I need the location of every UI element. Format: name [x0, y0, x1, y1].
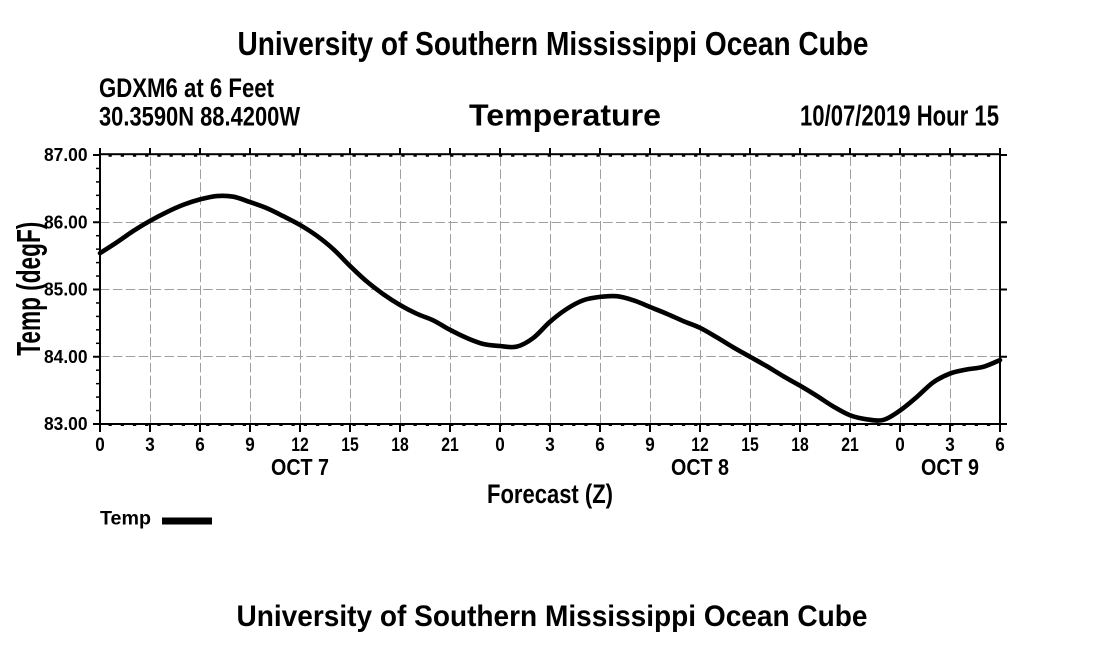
svg-text:86.00: 86.00	[44, 212, 88, 232]
svg-text:83.00: 83.00	[44, 414, 88, 434]
svg-text:9: 9	[245, 435, 255, 456]
svg-text:15: 15	[341, 435, 359, 456]
svg-text:18: 18	[391, 435, 409, 456]
svg-text:12: 12	[691, 435, 709, 456]
svg-text:Temp: Temp	[100, 509, 151, 530]
svg-text:85.00: 85.00	[44, 280, 88, 300]
svg-text:OCT 8: OCT 8	[671, 454, 729, 480]
svg-text:6: 6	[995, 435, 1005, 456]
svg-text:9: 9	[645, 435, 655, 456]
svg-text:0: 0	[895, 435, 905, 456]
svg-text:OCT 7: OCT 7	[271, 454, 329, 480]
svg-text:3: 3	[945, 435, 955, 456]
svg-text:21: 21	[841, 435, 859, 456]
svg-text:3: 3	[545, 435, 555, 456]
svg-text:21: 21	[441, 435, 459, 456]
svg-text:6: 6	[595, 435, 605, 456]
svg-text:15: 15	[741, 435, 759, 456]
svg-text:University of Southern Mississ: University of Southern Mississippi Ocean…	[238, 25, 869, 62]
svg-text:GDXM6 at 6 Feet: GDXM6 at 6 Feet	[99, 73, 274, 103]
svg-text:0: 0	[495, 435, 505, 456]
svg-text:Forecast (Z): Forecast (Z)	[487, 479, 613, 509]
svg-text:30.3590N 88.4200W: 30.3590N 88.4200W	[99, 102, 300, 132]
svg-text:87.00: 87.00	[44, 145, 88, 165]
svg-text:18: 18	[791, 435, 809, 456]
svg-text:Temp (degF): Temp (degF)	[10, 222, 47, 356]
svg-text:3: 3	[145, 435, 155, 456]
svg-text:6: 6	[195, 435, 205, 456]
svg-text:12: 12	[291, 435, 309, 456]
svg-text:10/07/2019 Hour 15: 10/07/2019 Hour 15	[800, 101, 999, 133]
svg-text:University of Southern Mississ: University of Southern Mississippi Ocean…	[237, 600, 868, 633]
svg-text:OCT 9: OCT 9	[921, 454, 979, 480]
svg-text:0: 0	[95, 435, 105, 456]
svg-text:84.00: 84.00	[44, 347, 88, 367]
svg-text:Temperature: Temperature	[469, 98, 661, 133]
